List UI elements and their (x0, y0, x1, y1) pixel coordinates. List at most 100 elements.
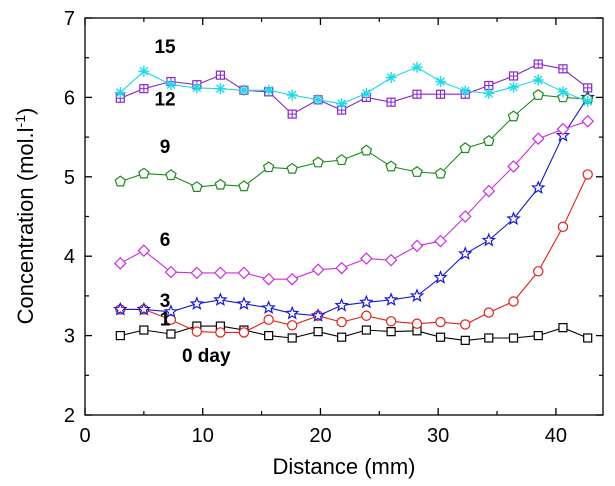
series-15-point (114, 87, 126, 99)
series-0-day-point (508, 333, 519, 343)
series-12 (115, 59, 593, 119)
series-1-point (483, 307, 495, 318)
series-15-point (385, 72, 397, 84)
x-tick-label: 40 (545, 425, 567, 447)
series-9-point (214, 178, 227, 190)
series-3-point (236, 296, 252, 311)
series-9-point (286, 162, 298, 174)
series-0-day-point (386, 327, 396, 337)
x-axis-title: Distance (mm) (272, 454, 415, 479)
series-9-point (114, 175, 127, 187)
series-3 (113, 89, 595, 322)
series-12-point-cross (509, 71, 518, 80)
series-6-point (531, 132, 545, 146)
series-1-point (435, 316, 446, 328)
series-3-point (530, 180, 546, 195)
series-1-point (336, 316, 347, 328)
series-0-day-point (583, 333, 593, 343)
series-12-point-cross (583, 83, 592, 92)
series-3-point (113, 301, 128, 316)
day-label: 1 (160, 309, 171, 330)
y-axis-title-main: Concentration (mol.l (13, 127, 38, 324)
series-9-point (191, 181, 203, 193)
series-0-day-point (313, 327, 323, 337)
series-9-point (434, 167, 447, 179)
series-9-point (312, 156, 324, 168)
series-1-point (533, 266, 544, 277)
series-9-point (238, 180, 250, 192)
series-6-point (164, 265, 178, 279)
series-15-point (286, 89, 298, 101)
series-9-point (165, 169, 177, 181)
series-0-day-point (264, 331, 274, 341)
series-15-point (557, 86, 569, 98)
series-3-point (261, 300, 276, 314)
series-3-point (433, 269, 448, 284)
series-15-point (360, 87, 372, 99)
series-3-point (284, 305, 300, 320)
series-9-point (459, 142, 472, 154)
y-axis-title-end: ) (13, 108, 38, 115)
series-12-point-cross (387, 98, 396, 107)
series-15-point (238, 84, 250, 96)
x-tick-label: 30 (427, 425, 449, 447)
day-label: 3 (160, 291, 171, 312)
series-9-point (411, 165, 423, 177)
series-1-point (263, 314, 274, 325)
series-15-point (191, 82, 203, 94)
series-12-point-cross (436, 90, 445, 99)
series-0-day (115, 321, 593, 345)
x-tick-label: 0 (79, 425, 90, 447)
series-15-point (435, 76, 447, 88)
series-9-point (360, 144, 373, 156)
series-12-point-cross (412, 90, 421, 99)
series-9-point (507, 110, 520, 122)
series-6-point (335, 261, 348, 275)
y-tick-label: 2 (64, 405, 75, 427)
series-3-point (334, 297, 349, 312)
y-tick-label: 7 (64, 8, 75, 30)
series-6-point (214, 266, 227, 280)
series-12-point-cross (288, 110, 297, 119)
series-3-point (506, 211, 521, 226)
y-tick-label: 4 (64, 246, 75, 268)
series-6-point (237, 266, 251, 280)
series-6-point (581, 114, 595, 128)
series-0-day-point (115, 331, 125, 341)
series-1-point (191, 326, 203, 337)
series-12-point-cross (558, 64, 567, 73)
series-6-point (507, 160, 520, 173)
series-9-line (120, 94, 588, 188)
series-3-point (457, 246, 473, 261)
series-9-point (385, 160, 397, 172)
x-tick-label: 10 (192, 425, 214, 447)
series-15-point (459, 85, 471, 97)
series-1-point (582, 169, 593, 180)
series-9-point (138, 167, 150, 179)
series-9-point (262, 161, 275, 173)
day-label: 6 (160, 230, 171, 251)
annotation-layer: 15 12 9 6 31 0 day (154, 37, 230, 367)
series-15-point (312, 94, 324, 106)
series-1-point (508, 296, 519, 307)
series-9 (114, 88, 594, 193)
series-3-point (310, 308, 326, 322)
series-12-point-cross (216, 71, 225, 80)
series-3-point (383, 292, 399, 307)
series-15-point (582, 95, 594, 107)
series-0-day-point (558, 323, 568, 333)
series-1-point (238, 327, 250, 338)
series-15-point (263, 84, 275, 96)
series-layer (113, 59, 595, 345)
plot-frame (84, 17, 604, 416)
series-15-point (336, 98, 348, 110)
axis-ticks: 0 10 20 30 40 2 3 4 5 6 7 (64, 8, 603, 447)
y-axis-title-superscript: -1 (12, 115, 28, 128)
series-6-point (190, 266, 204, 280)
series-3-point (481, 232, 497, 247)
series-0-day-point (435, 332, 446, 342)
y-tick-label: 3 (64, 326, 75, 348)
series-0-day-point (166, 329, 176, 339)
series-6-point (311, 263, 325, 277)
series-15-point (532, 74, 544, 86)
